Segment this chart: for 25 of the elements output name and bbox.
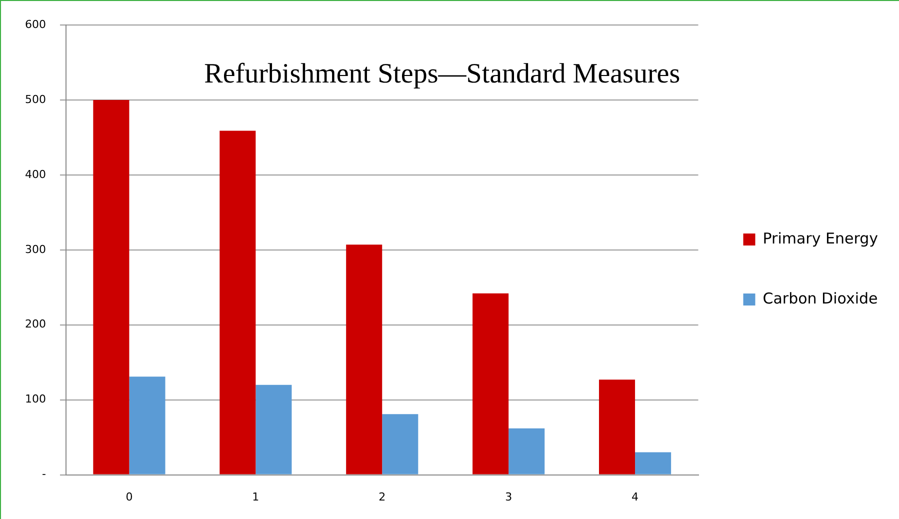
y-tick-label: 400 (24, 168, 46, 181)
y-tick-label: 600 (24, 18, 46, 31)
bar (472, 293, 509, 474)
bar (256, 384, 292, 474)
x-tick-label: 0 (126, 490, 133, 504)
text: Refurbishment Steps—Standard Measures (204, 58, 680, 90)
bar (220, 130, 256, 474)
y-tick-label: 500 (24, 92, 46, 106)
y-tick-label: 300 (24, 242, 46, 256)
x-tick-label: 1 (252, 490, 260, 504)
y-tick-label: - (42, 468, 46, 481)
bar (346, 244, 382, 474)
y-tick-label: 200 (24, 318, 46, 331)
x-tick-label: 4 (632, 490, 639, 504)
legend-label: Primary Energy (762, 229, 878, 248)
y-tick-label: 100 (24, 392, 46, 406)
bar (129, 376, 166, 474)
legend-label: Carbon Dioxide (762, 289, 878, 308)
bar (93, 100, 130, 474)
bar (598, 380, 636, 474)
bar (508, 428, 545, 474)
bar (382, 414, 418, 474)
x-tick-label: 2 (378, 490, 386, 504)
bar (635, 452, 672, 474)
x-tick-label: 3 (505, 490, 512, 504)
